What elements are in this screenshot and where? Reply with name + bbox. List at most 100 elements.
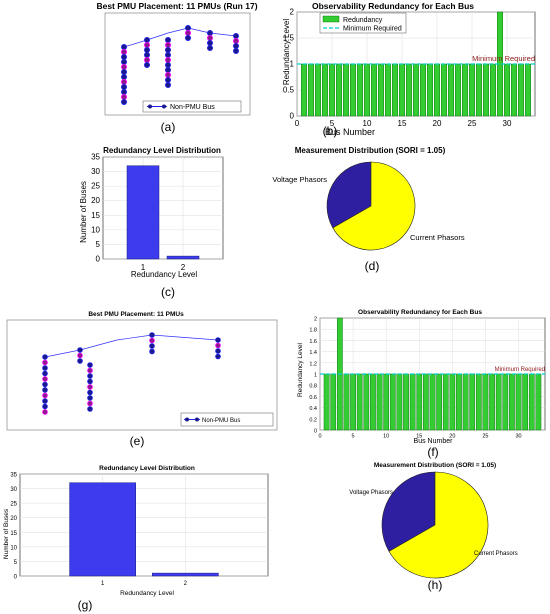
- panel-b: Observability Redundancy for Each Bus Re…: [282, 1, 536, 138]
- x-tick-label: 15: [398, 119, 407, 128]
- bar: [330, 373, 337, 431]
- y-tick-label: 1.6: [309, 339, 317, 345]
- network-edge: [187, 27, 211, 34]
- y-tick-label: 15: [91, 211, 100, 220]
- bar: [392, 63, 399, 117]
- y-tick-label: 0: [14, 575, 18, 581]
- x-tick-label: 2: [181, 263, 186, 272]
- y-tick-label: 0: [96, 255, 101, 264]
- x-tick-label: 0: [318, 434, 321, 440]
- legend-marker-e2: [195, 417, 199, 422]
- y-tick-label: 1: [314, 373, 317, 379]
- panel-g-xlabel: Redundancy Level: [120, 590, 174, 597]
- bus-node: [206, 45, 213, 52]
- bus-node: [77, 358, 83, 364]
- pmu-node: [121, 49, 128, 56]
- bus-node: [164, 37, 171, 44]
- network-edge: [167, 27, 189, 34]
- x-tick-label: 2: [184, 581, 188, 587]
- bus-node: [164, 82, 171, 89]
- bar: [356, 373, 363, 431]
- panel-c-ylabel: Number of Buses: [79, 181, 88, 243]
- bus-node: [184, 35, 191, 42]
- y-tick-label: 5: [96, 240, 101, 249]
- bus-node: [164, 52, 171, 59]
- pmu-node: [215, 342, 221, 349]
- pmu-node: [121, 94, 128, 101]
- bus-node: [164, 77, 171, 84]
- pmu-node: [143, 42, 150, 49]
- pmu-node: [143, 57, 150, 64]
- bar: [489, 373, 495, 431]
- y-tick-label: 2: [314, 317, 317, 323]
- bus-node: [42, 370, 48, 377]
- plot-area: [102, 156, 224, 260]
- panel-a: Best PMU Placement: 11 PMUs (Run 17) Non…: [96, 1, 257, 134]
- pmu-node: [121, 64, 128, 71]
- x-tick-label: 30: [503, 119, 512, 128]
- y-tick-label: 20: [91, 196, 100, 205]
- bar: [535, 373, 542, 431]
- pie-slice: [388, 471, 489, 579]
- legend-marker-e: [185, 417, 189, 422]
- bar: [522, 373, 528, 431]
- panel-a-legend-label: Non-PMU Bus: [170, 104, 215, 111]
- bar: [482, 373, 489, 431]
- bus-node: [42, 398, 48, 404]
- y-tick-label: 1.4: [309, 350, 317, 356]
- panel-f-xlabel: Bus Number: [414, 438, 454, 445]
- bar: [413, 63, 420, 117]
- bar: [350, 373, 356, 431]
- y-tick-label: 35: [91, 153, 100, 162]
- bus-node: [143, 62, 150, 69]
- network-edge: [123, 39, 148, 48]
- panel-f-title: Observability Redundancy for Each Bus: [358, 309, 482, 316]
- pmu-node: [42, 409, 48, 415]
- bar: [504, 63, 511, 117]
- bus-node: [149, 332, 155, 338]
- panel-g: Redundancy Level Distribution Number of …: [3, 465, 269, 612]
- bus-node: [206, 29, 213, 36]
- pmu-node: [42, 376, 48, 382]
- panel-h-title: Measurement Distribution (SORI = 1.05): [374, 462, 496, 469]
- bar: [511, 63, 518, 117]
- legend-label-min: Minimum Required: [343, 26, 402, 33]
- y-tick-label: 1.5: [283, 34, 295, 43]
- y-tick-label: 5: [14, 560, 18, 566]
- panel-f-caption: (f): [427, 445, 438, 459]
- bus-node: [121, 69, 128, 76]
- bar: [434, 63, 441, 117]
- plot-area: [19, 473, 269, 577]
- bar: [518, 63, 525, 117]
- panel-e-title: Best PMU Placement: 11 PMUs: [88, 311, 184, 318]
- pie-label-current: Current Phasors: [474, 551, 518, 557]
- bar: [449, 373, 456, 431]
- bar: [476, 63, 483, 117]
- panel-b-xlabel: Bus Number: [325, 127, 375, 137]
- x-tick-label: 20: [433, 119, 442, 128]
- bar: [301, 63, 308, 117]
- panel-e: Best PMU Placement: 11 PMUs Non-PMU Bus …: [6, 311, 278, 448]
- pie-slice: [381, 471, 436, 552]
- panel-d: Measurement Distribution (SORI = 1.05) (…: [272, 146, 464, 273]
- bus-node: [164, 67, 171, 74]
- bar: [490, 63, 497, 117]
- y-tick-label: 1.8: [309, 328, 317, 334]
- legend-marker-a: [148, 104, 152, 109]
- bar: [416, 373, 423, 431]
- pmu-node: [87, 400, 93, 407]
- network-edge: [209, 32, 237, 37]
- y-tick-label: 0: [290, 112, 295, 121]
- bus-node: [87, 362, 93, 368]
- bar: [406, 63, 413, 117]
- network-edge: [116, 334, 153, 341]
- bus-node: [143, 37, 150, 44]
- bus-node: [215, 353, 221, 360]
- bar: [329, 63, 336, 117]
- bar: [370, 373, 376, 431]
- x-tick-label: 10: [363, 119, 372, 128]
- x-tick-label: 15: [416, 434, 422, 440]
- bar: [403, 373, 409, 431]
- bus-node: [121, 99, 128, 106]
- bus-node: [42, 403, 48, 410]
